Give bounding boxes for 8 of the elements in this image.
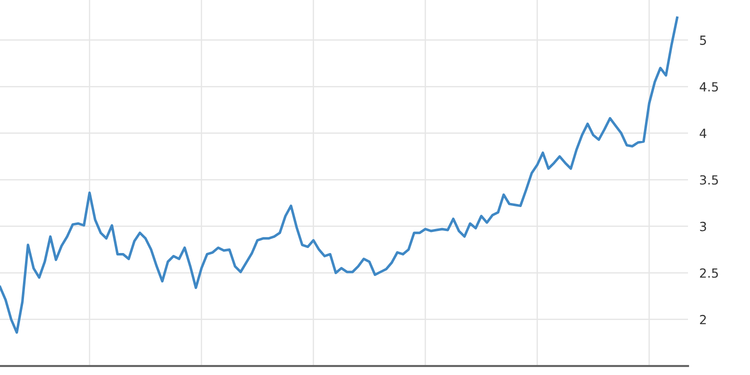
y-tick-label: 2.5 (700, 268, 718, 278)
y-tick-label: 4 (700, 128, 706, 138)
y-tick-label: 4.5 (700, 82, 718, 92)
y-tick-label: 3 (700, 222, 706, 232)
y-tick-label: 2 (700, 314, 706, 324)
y-tick-label: 3.5 (700, 175, 718, 185)
y-tick-label: 5 (700, 36, 706, 45)
line-series (0, 16, 678, 334)
